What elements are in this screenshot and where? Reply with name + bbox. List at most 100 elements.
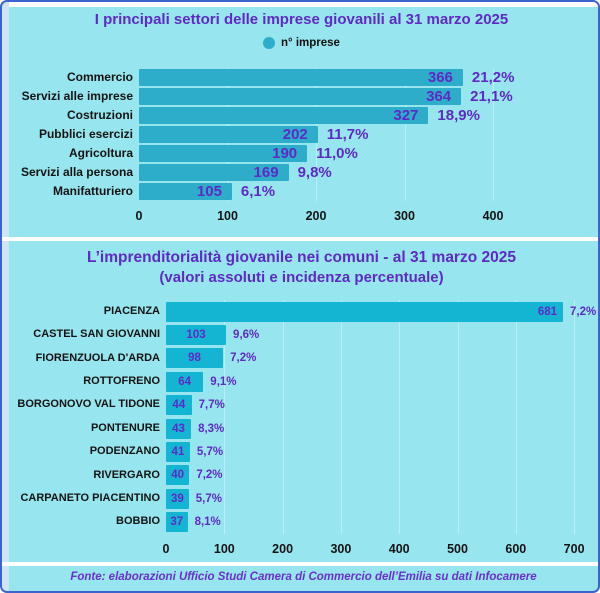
- bar-zone: 40 7,2%: [166, 465, 594, 486]
- gridline: [457, 300, 459, 534]
- value-label: 103: [186, 329, 206, 342]
- value-label: 327: [393, 107, 419, 124]
- x-axis-tick-label: 100: [217, 209, 238, 223]
- plot-area: PIACENZA 681 7,2% CASTEL SAN GIOVANNI 103 9,6…: [9, 300, 597, 534]
- value-label: 43: [172, 422, 185, 435]
- category-label: PONTENURE: [90, 421, 160, 434]
- bar-row: PONTENURE 43 8,3%: [9, 417, 594, 440]
- gridline: [224, 300, 226, 534]
- x-axis-tick-label: 400: [482, 209, 504, 223]
- percent-label: 7,2%: [570, 305, 597, 318]
- value-label: 39: [170, 492, 184, 505]
- bar-row: Servizi alle imprese 364 21,1%: [9, 87, 594, 106]
- bar: 43: [166, 418, 192, 439]
- bar-row: Commercio 366 21,2%: [9, 68, 594, 87]
- bar-row: BOBBIO 37 8,1%: [9, 511, 594, 534]
- gridline: [404, 68, 406, 201]
- category-label: Agricoltura: [68, 145, 133, 160]
- bar-zone: 98 7,2%: [166, 348, 594, 369]
- bar-zone: 37 8,1%: [166, 512, 594, 533]
- percent-label: 7,7%: [198, 399, 225, 412]
- value-label: 105: [196, 183, 222, 200]
- bar: 64: [166, 371, 204, 392]
- x-axis: 0 100 200 300 400 500 600 700: [9, 534, 594, 558]
- bar-zone: 105 6,1%: [139, 183, 594, 200]
- percent-label: 7,2%: [230, 352, 257, 365]
- percent-label: 11,0%: [316, 145, 358, 162]
- value-label: 169: [253, 164, 279, 181]
- x-axis-tick-label: 300: [394, 209, 415, 223]
- legend-label: n° imprese: [281, 37, 340, 49]
- bar: 169: [139, 164, 289, 181]
- sectors-chart-title: I principali settori delle imprese giova…: [94, 11, 509, 28]
- bar: 105: [139, 183, 232, 200]
- gridline: [282, 300, 284, 534]
- value-label: 190: [272, 145, 298, 162]
- bar-zone: 366 21,2%: [139, 69, 594, 86]
- category-label: ROTTOFRENO: [83, 375, 160, 388]
- bar-zone: 190 11,0%: [139, 145, 594, 162]
- bar-zone: 202 11,7%: [139, 126, 594, 143]
- bar-row: Pubblici esercizi 202 11,7%: [9, 125, 594, 144]
- top-margin-strip: [9, 2, 598, 7]
- plot-area: Commercio 366 21,2% Servizi alle imprese 364…: [9, 68, 594, 201]
- category-label: Pubblici esercizi: [38, 126, 133, 141]
- x-axis-tick-label: 700: [563, 541, 585, 556]
- bar-row: ROTTOFRENO 64 9,1%: [9, 370, 594, 393]
- percent-label: 7,2%: [196, 469, 223, 482]
- category-label: Servizi alle imprese: [21, 88, 133, 103]
- value-label: 366: [427, 69, 453, 86]
- gridline: [515, 300, 517, 534]
- comuni-chart-title: L’imprenditorialità giovanile nei comuni…: [87, 249, 516, 266]
- x-axis-tick-label: 300: [330, 541, 352, 556]
- bar-row: BORGONOVO VAL TIDONE 44 7,7%: [9, 394, 594, 417]
- bar-zone: 327 18,9%: [139, 107, 594, 124]
- x-axis-tick-label: 200: [272, 541, 294, 556]
- category-label: FIORENZUOLA D'ARDA: [35, 351, 160, 364]
- bar-row: Agricoltura 190 11,0%: [9, 144, 594, 163]
- legend-dot-icon: [263, 37, 276, 49]
- percent-label: 5,7%: [196, 446, 224, 459]
- category-label: CARPANETO PIACENTINO: [20, 492, 160, 505]
- category-label: Costruzioni: [67, 107, 133, 122]
- x-axis-tick-label: 200: [305, 209, 327, 223]
- comuni-chart-section: L’imprenditorialità giovanile nei comuni…: [9, 241, 598, 562]
- value-label: 681: [537, 305, 558, 318]
- x-axis-tick-label: 500: [447, 541, 468, 556]
- footer-divider: [2, 561, 598, 566]
- bar: 40: [166, 465, 190, 486]
- sectors-bar-chart: Commercio 366 21,2% Servizi alle imprese 364…: [9, 68, 594, 229]
- percent-label: 9,1%: [210, 375, 237, 388]
- category-label: BOBBIO: [116, 515, 160, 528]
- bar-zone: 64 9,1%: [166, 371, 594, 392]
- bar: 98: [166, 348, 224, 369]
- percent-label: 18,9%: [437, 107, 480, 124]
- bar: 364: [139, 88, 462, 105]
- x-axis-tick-label: 0: [162, 541, 170, 556]
- percent-label: 5,7%: [195, 492, 222, 505]
- bar-row: Costruzioni 327 18,9%: [9, 106, 594, 125]
- bar-row: PODENZANO 41 5,7%: [9, 440, 594, 463]
- percent-label: 6,1%: [240, 183, 276, 200]
- percent-label: 8,3%: [198, 422, 225, 435]
- category-label: PODENZANO: [89, 445, 160, 458]
- bar-row: CASTEL SAN GIOVANNI 103 9,6%: [9, 323, 594, 346]
- x-axis-tick-label: 400: [388, 541, 410, 556]
- bar: 37: [166, 512, 188, 533]
- bar-zone: 44 7,7%: [166, 395, 594, 416]
- category-label: CASTEL SAN GIOVANNI: [33, 328, 160, 341]
- bar-row: PIACENZA 681 7,2%: [9, 300, 597, 323]
- value-label: 37: [170, 516, 184, 529]
- gridline: [493, 68, 494, 201]
- sectors-chart-section: I principali settori delle imprese giova…: [9, 2, 598, 237]
- bar-zone: 103 9,6%: [166, 325, 594, 346]
- bar: 41: [166, 442, 190, 463]
- value-label: 41: [171, 446, 185, 459]
- comuni-chart-subtitle: (valori assoluti e incidenza percentuale…: [159, 269, 444, 286]
- gridline: [574, 300, 576, 534]
- bar: 327: [139, 107, 429, 124]
- x-axis-tick-label: 100: [213, 541, 235, 556]
- bar-row: RIVERGARO 40 7,2%: [9, 464, 594, 487]
